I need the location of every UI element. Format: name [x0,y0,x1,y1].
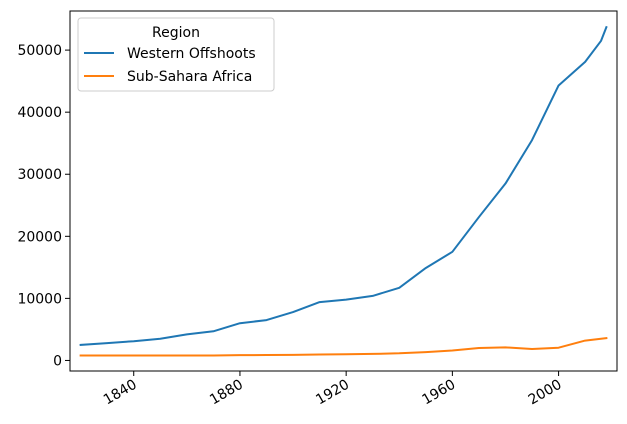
legend-box [77,17,275,92]
y-tick-label: 0 [53,353,62,369]
axes-frame [69,10,618,372]
series-line-western-offshoots [79,25,608,346]
y-tick-label: 40000 [17,105,62,121]
series-layer [79,25,608,357]
y-axis: 0 10000 20000 30000 40000 50000 [17,43,70,369]
y-tick-label: 50000 [17,43,62,59]
legend-title: Region [152,25,200,41]
y-tick-label: 30000 [17,167,62,183]
series-line-sub-sahara-africa [79,336,608,357]
legend-label-western-offshoots: Western Offshoots [127,46,256,62]
y-tick-label: 20000 [17,229,62,245]
legend: Region Western Offshoots Sub-Sahara Afri… [77,17,275,92]
legend-label-sub-sahara-africa: Sub-Sahara Africa [127,69,252,85]
y-tick-label: 10000 [17,291,62,307]
